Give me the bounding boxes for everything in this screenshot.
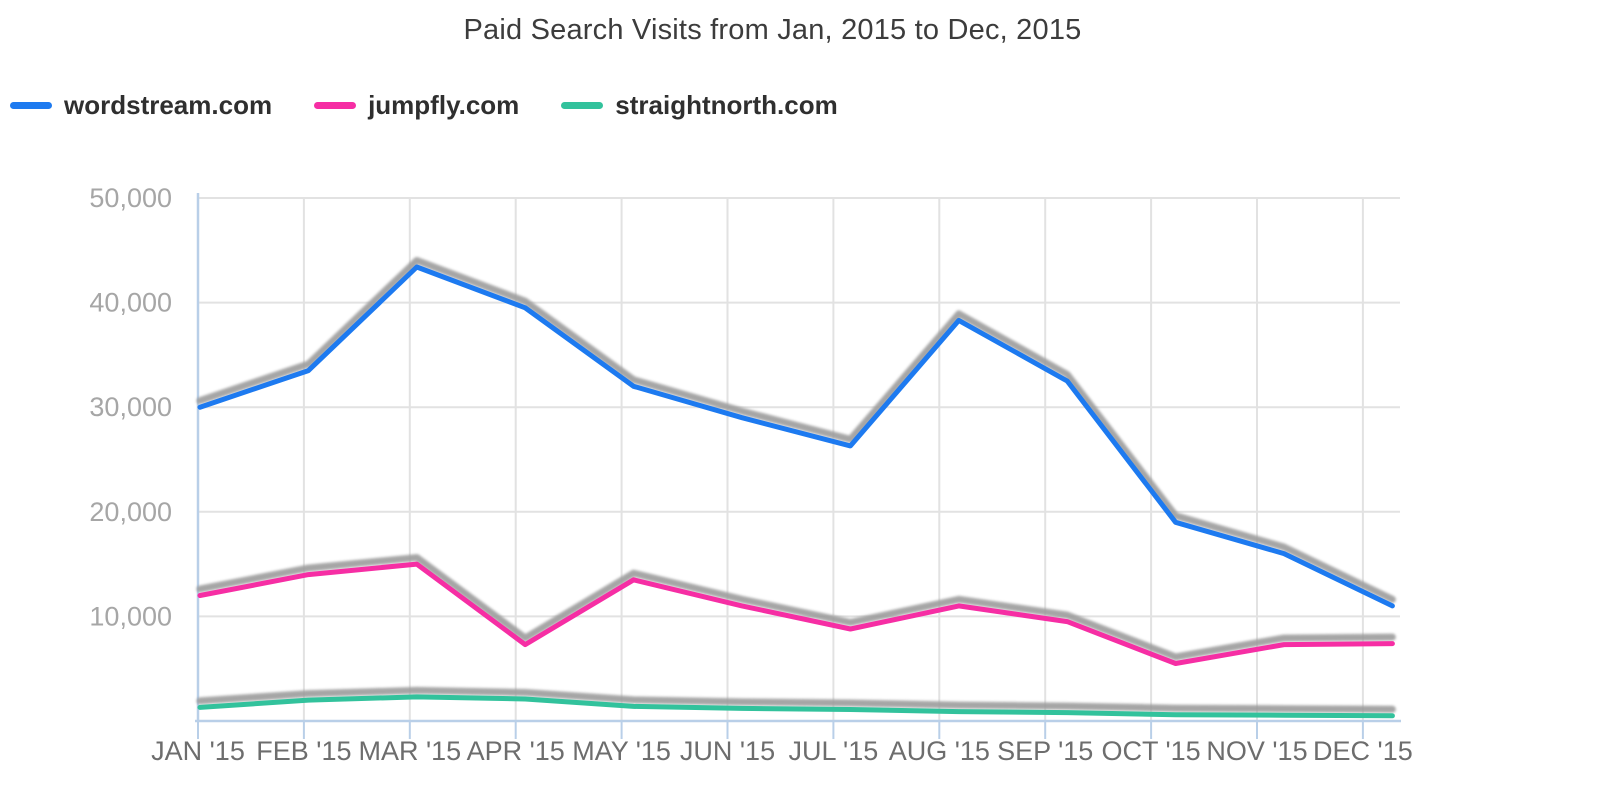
- legend-swatch-straightnorth: [561, 102, 604, 109]
- series-line-wordstream-com[interactable]: [197, 264, 1395, 609]
- legend-label-wordstream: wordstream.com: [64, 90, 273, 120]
- series-shadow-jumpfly-com: [196, 554, 1396, 661]
- x-tick-label: AUG '15: [889, 736, 990, 766]
- chart-title: Paid Search Visits from Jan, 2015 to Dec…: [463, 14, 1082, 46]
- y-tick-label: 10,000: [89, 601, 172, 631]
- legend-item-jumpfly[interactable]: jumpfly.com: [314, 90, 519, 121]
- series-shadow-wordstream-com: [196, 257, 1396, 603]
- series-shadow-straightnorth-com: [196, 686, 1396, 713]
- y-tick-label: 40,000: [89, 288, 172, 318]
- y-tick-label: 20,000: [89, 497, 172, 527]
- x-tick-label: DEC '15: [1313, 736, 1413, 766]
- legend-swatch-wordstream: [10, 102, 52, 109]
- x-tick-label: MAY '15: [572, 736, 671, 766]
- x-tick-label: JUL '15: [789, 736, 879, 766]
- y-tick-label: 50,000: [89, 183, 172, 213]
- legend-label-jumpfly: jumpfly.com: [368, 90, 520, 120]
- label-layer: 10,000 20,000 30,000 40,000 50,000 JAN '15 FEB…: [89, 183, 1412, 766]
- series-line-straightnorth-com[interactable]: [197, 694, 1395, 719]
- x-tick-label: FEB '15: [256, 736, 351, 766]
- legend-item-wordstream[interactable]: wordstream.com: [10, 90, 272, 121]
- grid-layer: [198, 197, 1400, 721]
- series-layer: [196, 257, 1396, 719]
- x-tick-label: NOV '15: [1206, 736, 1307, 766]
- legend-swatch-jumpfly: [314, 102, 357, 109]
- y-tick-label: 30,000: [89, 392, 172, 422]
- x-tick-label: APR '15: [467, 736, 565, 766]
- x-tick-label: OCT '15: [1101, 736, 1200, 766]
- legend: wordstream.com jumpfly.com straightnorth…: [10, 90, 838, 121]
- x-tick-label: JUN '15: [680, 736, 775, 766]
- x-tick-label: MAR '15: [358, 736, 461, 766]
- axis-layer: [195, 193, 1401, 739]
- legend-label-straightnorth: straightnorth.com: [615, 90, 838, 120]
- x-tick-label: SEP '15: [997, 736, 1093, 766]
- x-tick-label: JAN '15: [151, 736, 245, 766]
- legend-item-straightnorth[interactable]: straightnorth.com: [561, 90, 838, 121]
- series-line-jumpfly-com[interactable]: [197, 561, 1395, 666]
